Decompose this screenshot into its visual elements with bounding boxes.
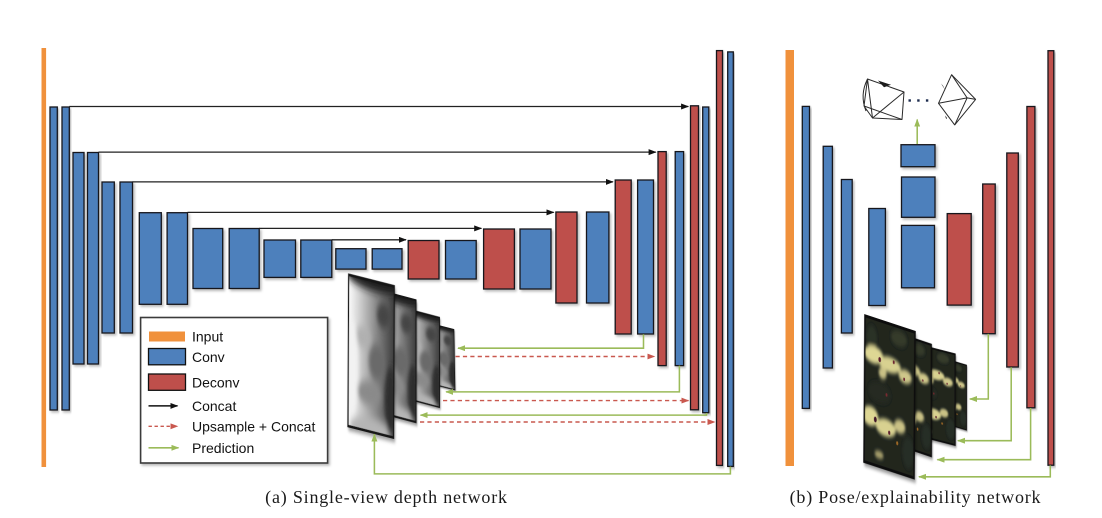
svg-text:(b) Pose/explainability networ: (b) Pose/explainability network	[790, 487, 1042, 508]
svg-text:Deconv: Deconv	[192, 374, 239, 390]
svg-text:(a) Single-view depth network: (a) Single-view depth network	[265, 487, 508, 508]
svg-text:Concat: Concat	[192, 398, 236, 414]
svg-text:Prediction: Prediction	[192, 440, 254, 456]
svg-text:Conv: Conv	[192, 349, 225, 365]
svg-text:Input: Input	[192, 329, 223, 345]
svg-text:Upsample + Concat: Upsample + Concat	[192, 419, 315, 435]
